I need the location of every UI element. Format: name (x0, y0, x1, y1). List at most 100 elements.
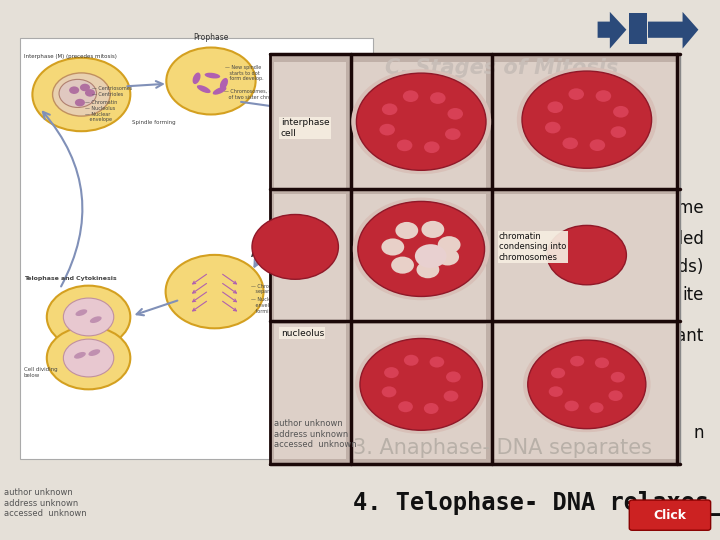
Text: ids): ids) (674, 258, 704, 276)
Text: — Centriosomes
— Centrioles: — Centriosomes — Centrioles (92, 86, 132, 97)
Circle shape (382, 239, 404, 255)
Circle shape (382, 386, 397, 397)
Circle shape (403, 90, 418, 102)
FancyBboxPatch shape (629, 500, 711, 530)
Ellipse shape (76, 309, 87, 316)
Polygon shape (648, 12, 698, 49)
Circle shape (438, 236, 461, 253)
Ellipse shape (74, 352, 86, 359)
Text: bled: bled (668, 230, 704, 248)
Circle shape (517, 67, 657, 172)
Circle shape (355, 335, 487, 434)
Circle shape (416, 261, 439, 278)
Text: Metaphase: Metaphase (333, 96, 381, 105)
Circle shape (545, 122, 561, 133)
Circle shape (166, 48, 256, 114)
Text: — Nuclear
   envelope
   forming: — Nuclear envelope forming (251, 297, 278, 314)
Text: plant: plant (662, 327, 704, 345)
Bar (274, 323, 346, 459)
Bar (290, 144, 348, 147)
Circle shape (564, 401, 579, 411)
Circle shape (444, 390, 459, 402)
Circle shape (590, 402, 603, 413)
Circle shape (613, 106, 629, 118)
Circle shape (424, 403, 438, 414)
Bar (20, 38, 373, 459)
Circle shape (522, 71, 652, 168)
Text: 4. Telophase- DNA relaxes_: 4. Telophase- DNA relaxes_ (353, 491, 720, 516)
Circle shape (358, 201, 485, 296)
Text: — Identical
   daughter
   chromosomes: — Identical daughter chromosomes (283, 314, 322, 331)
Circle shape (395, 222, 418, 239)
Text: — New spindle
   starts to dot
   form develop.: — New spindle starts to dot form develop… (225, 65, 264, 82)
Text: Anaphase: Anaphase (251, 250, 293, 259)
Circle shape (63, 339, 114, 377)
Circle shape (80, 84, 90, 91)
Bar (353, 62, 486, 190)
Circle shape (382, 104, 397, 115)
Ellipse shape (197, 85, 211, 93)
Circle shape (252, 214, 338, 279)
Bar (493, 193, 677, 321)
Text: Spindle forming: Spindle forming (132, 120, 176, 125)
Bar (290, 139, 348, 142)
Circle shape (421, 221, 444, 238)
Text: — Chromatin
— Nucleolus
— Nuclear
   envelope: — Chromatin — Nucleolus — Nuclear envelo… (85, 100, 117, 122)
Circle shape (85, 89, 95, 97)
Bar (493, 62, 677, 190)
Circle shape (528, 340, 646, 429)
Circle shape (397, 139, 413, 151)
Circle shape (523, 336, 651, 432)
Circle shape (446, 372, 461, 382)
Circle shape (391, 256, 414, 274)
Circle shape (569, 89, 584, 100)
Circle shape (415, 244, 446, 268)
Ellipse shape (90, 316, 102, 323)
Text: interphase
cell: interphase cell (281, 118, 330, 138)
Polygon shape (598, 12, 626, 49)
Text: — Chromosomes
   separating: — Chromosomes separating (251, 284, 292, 294)
Circle shape (445, 129, 461, 140)
Bar (353, 323, 486, 459)
Circle shape (404, 355, 418, 366)
Circle shape (63, 298, 114, 336)
Text: ome: ome (667, 199, 704, 217)
Ellipse shape (192, 72, 201, 84)
Circle shape (590, 139, 606, 151)
Text: nucleolus: nucleolus (281, 328, 324, 338)
Text: n: n (693, 424, 704, 442)
Bar (274, 193, 346, 321)
Circle shape (611, 126, 626, 138)
Text: 3. Anaphase- DNA separates: 3. Anaphase- DNA separates (353, 438, 652, 458)
Bar (493, 323, 677, 459)
Circle shape (384, 367, 399, 378)
Text: — Spindle
   microtubules: — Spindle microtubules (319, 181, 356, 192)
Circle shape (551, 368, 565, 379)
Ellipse shape (89, 349, 100, 356)
Bar (353, 193, 486, 321)
Bar (270, 54, 680, 464)
Ellipse shape (220, 78, 228, 90)
Text: author unknown
address unknown
accessed  unknown: author unknown address unknown accessed … (4, 488, 86, 518)
Text: author unknown
address unknown
accessed  unknown: author unknown address unknown accessed … (274, 420, 356, 449)
Circle shape (447, 108, 463, 120)
Circle shape (570, 356, 584, 367)
Circle shape (47, 327, 130, 389)
Circle shape (398, 401, 413, 412)
Circle shape (562, 138, 578, 149)
Circle shape (549, 386, 563, 397)
Circle shape (47, 286, 130, 348)
Text: ite: ite (683, 286, 704, 305)
Text: — Chromosomes, consisting
   of two sister chromatids: — Chromosomes, consisting of two sister … (224, 89, 293, 100)
Ellipse shape (212, 87, 227, 94)
Circle shape (595, 357, 609, 368)
Text: Click: Click (653, 509, 686, 522)
Circle shape (424, 141, 440, 153)
Circle shape (360, 339, 482, 430)
Circle shape (430, 92, 446, 104)
Circle shape (32, 58, 130, 131)
Text: Interphase (M) (precedes mitosis): Interphase (M) (precedes mitosis) (24, 55, 117, 59)
Circle shape (166, 255, 264, 328)
Circle shape (356, 73, 486, 170)
Circle shape (379, 124, 395, 136)
